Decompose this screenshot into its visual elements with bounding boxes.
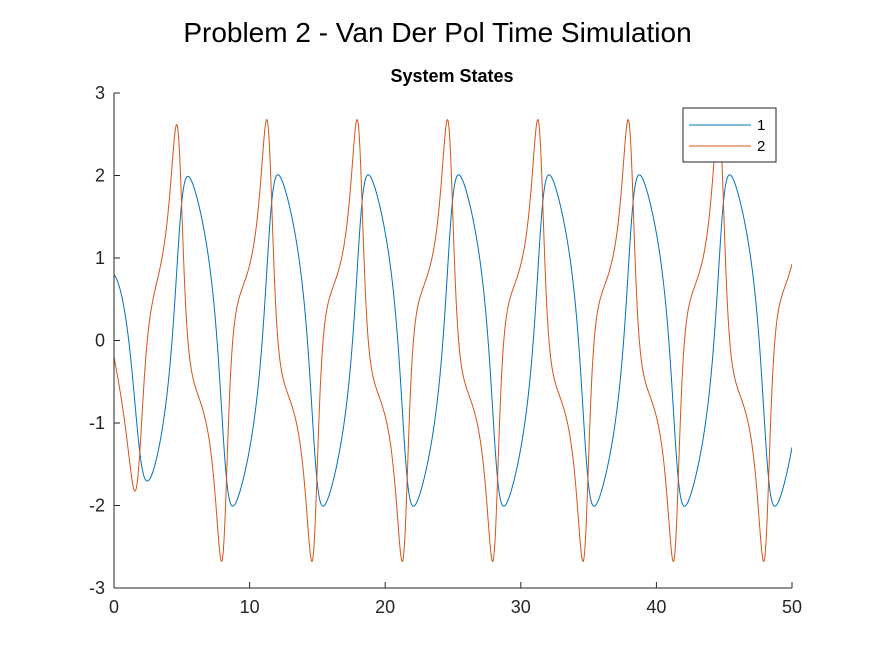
series-line-2	[114, 119, 792, 562]
series-line-1	[114, 174, 792, 507]
x-tick-label: 20	[375, 597, 395, 617]
y-tick-label: -3	[89, 578, 105, 598]
x-tick-label: 30	[511, 597, 531, 617]
y-tick-label: -1	[89, 413, 105, 433]
legend-label-2: 2	[757, 138, 765, 155]
legend-box	[682, 107, 777, 163]
x-tick-label: 40	[646, 597, 666, 617]
y-tick-label: 3	[95, 83, 105, 103]
axes-title: System States	[390, 66, 513, 86]
y-tick-label: 2	[95, 166, 105, 186]
legend-label-1: 1	[757, 117, 765, 134]
y-tick-label: 1	[95, 248, 105, 268]
x-tick-label: 50	[782, 597, 802, 617]
figure-title: Problem 2 - Van Der Pol Time Simulation	[183, 17, 691, 48]
y-tick-label: -2	[89, 496, 105, 516]
series-lines	[114, 119, 792, 562]
x-tick-label: 10	[240, 597, 260, 617]
legend: 12	[682, 107, 777, 163]
y-tick-label: 0	[95, 331, 105, 351]
x-tick-label: 0	[109, 597, 119, 617]
